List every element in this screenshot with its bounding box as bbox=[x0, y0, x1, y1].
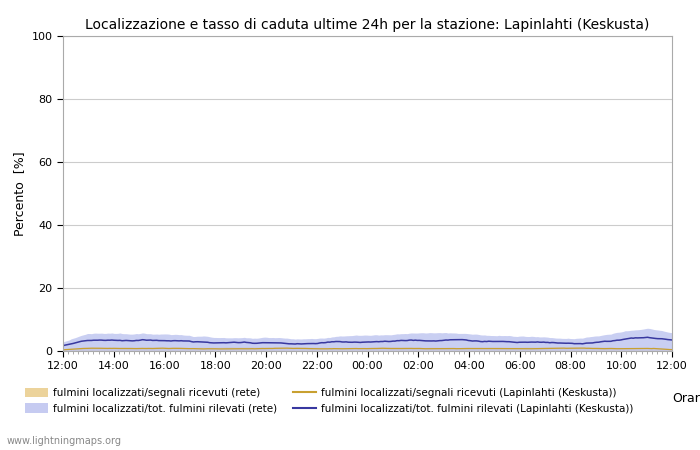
Title: Localizzazione e tasso di caduta ultime 24h per la stazione: Lapinlahti (Keskust: Localizzazione e tasso di caduta ultime … bbox=[85, 18, 650, 32]
Text: Orario: Orario bbox=[672, 392, 700, 405]
Y-axis label: Percento  [%]: Percento [%] bbox=[13, 151, 26, 236]
Text: www.lightningmaps.org: www.lightningmaps.org bbox=[7, 436, 122, 446]
Legend: fulmini localizzati/segnali ricevuti (rete), fulmini localizzati/tot. fulmini ri: fulmini localizzati/segnali ricevuti (re… bbox=[20, 384, 638, 418]
